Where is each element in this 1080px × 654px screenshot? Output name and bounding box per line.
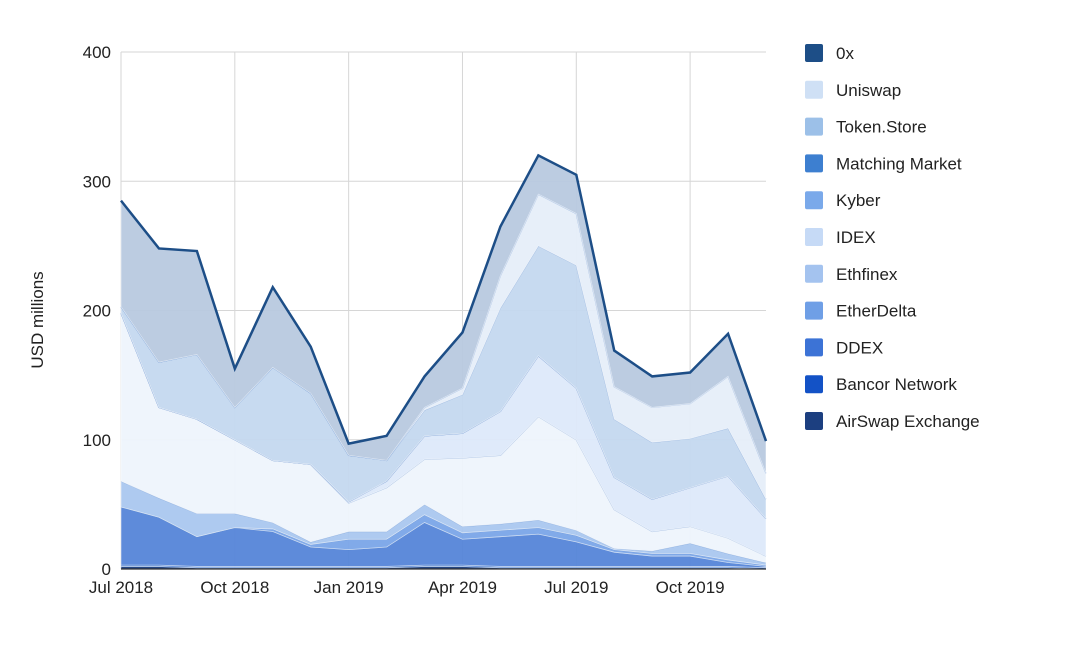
legend-swatch-matching-market [805, 154, 823, 173]
legend-swatch-ddex [805, 338, 823, 357]
legend-label-0x: 0x [836, 44, 854, 63]
legend-label-matching-market: Matching Market [836, 154, 962, 173]
axes: 0 100 200 300 400 Jul 2018 Oct 2018 Jan 2019 Apr… [83, 43, 766, 597]
y-tick-label-4: 400 [83, 43, 111, 62]
legend-label-ethfinex: Ethfinex [836, 265, 898, 284]
legend-label-kyber: Kyber [836, 191, 881, 210]
legend: 0x Uniswap Token.Store Matching Market Kyber… [805, 44, 980, 431]
y-tick-label-3: 300 [83, 172, 111, 191]
legend-label-idex: IDEX [836, 228, 876, 247]
line-0x [120, 153, 768, 446]
x-tick-label-5: Oct 2019 [656, 578, 725, 597]
legend-swatch-ethfinex [805, 264, 823, 283]
area-series-group [120, 153, 768, 570]
x-tick-label-2: Jan 2019 [314, 578, 384, 597]
legend-swatch-etherdelta [805, 301, 823, 320]
y-tick-label-2: 200 [83, 302, 111, 321]
legend-label-ddex: DDEX [836, 338, 883, 357]
x-tick-label-1: Oct 2018 [200, 578, 269, 597]
legend-swatch-0x [805, 44, 823, 62]
legend-swatch-uniswap [805, 80, 823, 99]
legend-swatch-airswap-exchange [805, 412, 823, 430]
legend-label-airswap-exchange: AirSwap Exchange [836, 412, 980, 431]
legend-swatch-idex [805, 228, 823, 246]
x-tick-label-3: Apr 2019 [428, 578, 497, 597]
legend-swatch-kyber [805, 191, 823, 210]
legend-swatch-token-store [805, 117, 823, 136]
legend-label-uniswap: Uniswap [836, 81, 901, 100]
y-tick-label-1: 100 [83, 431, 111, 450]
legend-label-token-store: Token.Store [836, 118, 927, 137]
y-axis-title: USD millions [28, 271, 47, 368]
legend-swatch-bancor-network [805, 375, 823, 394]
legend-label-bancor-network: Bancor Network [836, 375, 957, 394]
x-tick-label-4: Jul 2019 [544, 578, 608, 597]
x-tick-label-0: Jul 2018 [89, 578, 153, 597]
legend-label-etherdelta: EtherDelta [836, 302, 917, 321]
y-tick-label-0: 0 [102, 560, 111, 579]
